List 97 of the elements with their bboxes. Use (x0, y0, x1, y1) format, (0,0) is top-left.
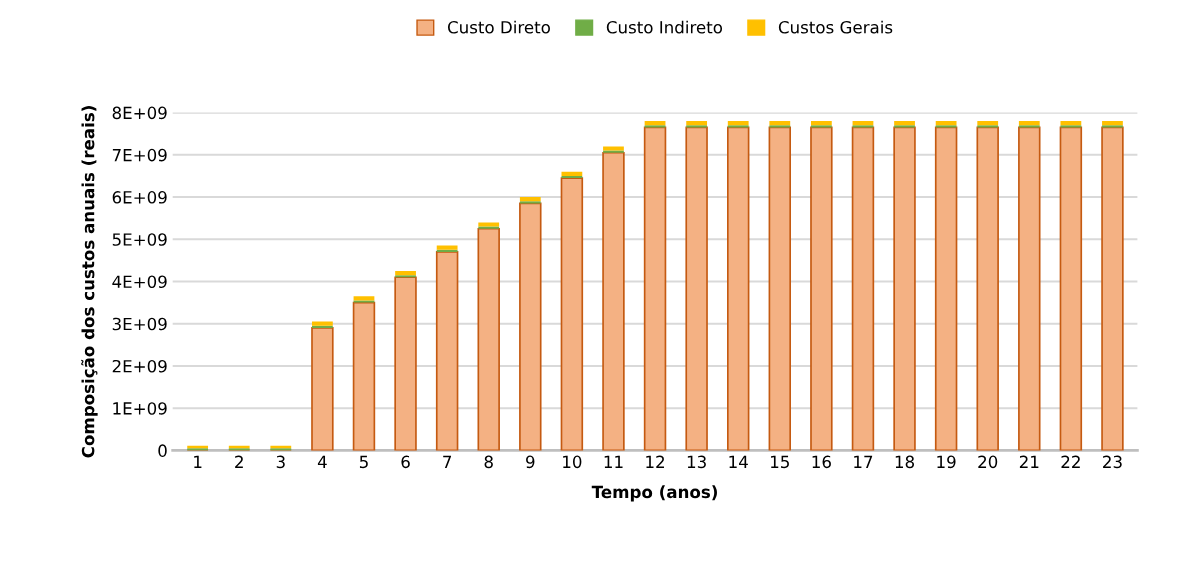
bar (769, 121, 791, 126)
y-axis-title: Composição dos custos anuais (reais) (81, 106, 98, 458)
x-tick-label: 7 (443, 455, 452, 468)
bar (395, 270, 416, 276)
bar (560, 177, 584, 451)
bar (353, 296, 375, 301)
bar (435, 251, 459, 451)
bar (685, 126, 708, 451)
y-tick-label: 7E+09 (112, 148, 167, 162)
x-tick-label: 14 (729, 455, 748, 468)
bar (1060, 121, 1082, 126)
bar (436, 249, 458, 252)
x-tick-label: 10 (563, 455, 582, 469)
bar (977, 121, 999, 126)
y-tick-label: 3E+09 (112, 317, 167, 331)
legend-label: Custo Direto (447, 20, 550, 34)
bar (1018, 125, 1040, 128)
x-tick-label: 21 (1019, 455, 1039, 468)
x-tick-label: 18 (895, 455, 915, 469)
bar (394, 276, 417, 451)
bar (852, 125, 874, 128)
bar (935, 125, 957, 128)
bar (519, 201, 541, 204)
y-tick-label: 0 (158, 444, 167, 457)
bar (686, 121, 708, 126)
bar (894, 125, 915, 128)
bar (643, 126, 667, 451)
bar (810, 125, 832, 128)
bar (1102, 125, 1123, 128)
bar (810, 121, 832, 126)
bar (977, 125, 999, 128)
bar (352, 301, 376, 451)
legend-label: Custo Indireto (606, 20, 723, 34)
bar (353, 300, 375, 303)
x-tick-label: 17 (854, 455, 873, 468)
y-tick-label: 1E+09 (113, 402, 167, 415)
bar (768, 126, 792, 451)
bar (852, 121, 874, 126)
x-tick-label: 15 (771, 455, 789, 469)
x-tick-label: 19 (937, 455, 956, 469)
bar (603, 146, 624, 151)
y-tick-label: 2E+09 (112, 359, 167, 373)
bar (644, 125, 666, 128)
bar (934, 126, 958, 451)
bar (561, 171, 583, 176)
y-tick-label: 8E+09 (112, 106, 167, 120)
bar (769, 125, 791, 128)
x-tick-label: 5 (359, 455, 368, 469)
bar (395, 275, 416, 278)
bar (726, 126, 750, 451)
x-tick-label: 12 (646, 455, 664, 468)
bar (1101, 126, 1124, 451)
bar (1059, 126, 1083, 451)
bar (727, 125, 749, 128)
x-tick-label: 22 (1061, 455, 1080, 468)
x-tick-label: 9 (526, 455, 535, 469)
x-tick-label: 20 (978, 455, 998, 469)
bar (312, 325, 333, 328)
bar (1018, 126, 1041, 451)
bar (436, 245, 458, 250)
bar (478, 226, 500, 229)
bar (519, 197, 541, 202)
bar (727, 121, 749, 126)
bar (976, 126, 999, 451)
x-tick-label: 4 (317, 455, 327, 468)
legend-label: Custos Gerais (778, 20, 893, 34)
bar (478, 222, 500, 227)
bar (602, 151, 625, 451)
x-tick-label: 2 (235, 455, 243, 468)
bar (1060, 125, 1082, 128)
x-axis-title: Tempo (anos) (591, 485, 717, 502)
bar (603, 150, 624, 153)
bar (686, 125, 708, 128)
bar (477, 227, 500, 451)
y-tick-label: 5E+09 (112, 233, 167, 246)
bar (644, 121, 666, 126)
y-tick-label: 6E+09 (112, 191, 167, 204)
bar (519, 202, 542, 451)
bar (561, 175, 583, 179)
y-tick-label: 4E+09 (112, 275, 167, 289)
x-tick-label: 8 (484, 455, 493, 469)
x-tick-label: 6 (401, 455, 410, 469)
x-tick-label: 23 (1103, 455, 1122, 469)
bar (1018, 121, 1040, 126)
bar (935, 121, 957, 126)
bar (312, 321, 333, 326)
bar (810, 126, 833, 451)
bar (311, 327, 334, 451)
bar (851, 126, 875, 451)
x-tick-label: 11 (604, 455, 623, 468)
bar (1102, 121, 1123, 126)
x-tick-label: 3 (276, 455, 285, 469)
x-tick-label: 13 (687, 455, 706, 469)
x-tick-label: 1 (194, 455, 202, 468)
bar (894, 121, 915, 126)
bar (893, 126, 916, 451)
x-tick-label: 16 (812, 455, 831, 469)
